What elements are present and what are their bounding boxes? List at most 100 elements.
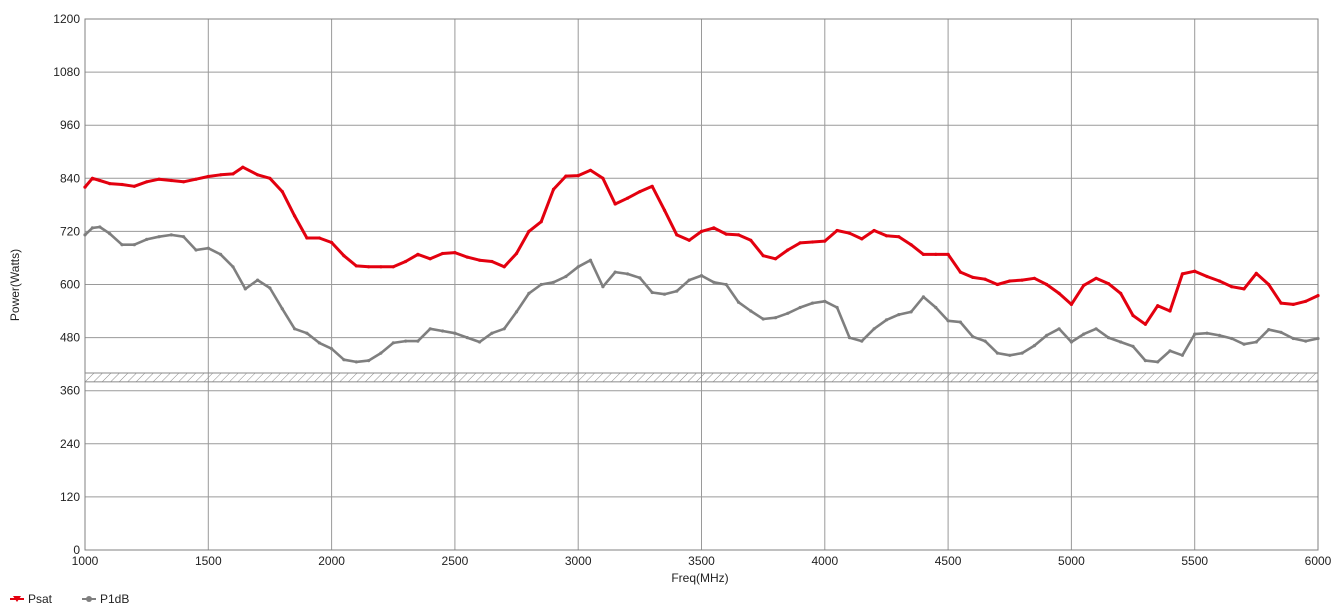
data-point: [404, 259, 408, 264]
data-point: [872, 327, 876, 331]
data-point: [625, 272, 630, 276]
x-tick-label: 5000: [1058, 554, 1085, 568]
data-point: [1045, 333, 1049, 337]
data-point: [280, 190, 284, 194]
data-point: [1156, 360, 1160, 364]
data-point: [132, 243, 136, 247]
data-point: [662, 292, 667, 296]
data-point: [354, 264, 358, 268]
data-point: [736, 300, 741, 304]
data-point: [206, 174, 210, 179]
data-point: [921, 295, 926, 299]
data-point: [564, 274, 568, 279]
data-point: [1217, 279, 1221, 283]
data-point: [1304, 299, 1308, 303]
data-point: [1193, 332, 1197, 336]
data-point: [1143, 322, 1147, 326]
data-point: [909, 243, 913, 247]
data-point: [428, 257, 432, 261]
legend-marker: [86, 596, 92, 602]
y-tick-label: 600: [60, 278, 80, 292]
data-point: [860, 237, 864, 241]
data-point: [884, 318, 889, 322]
data-point: [1020, 351, 1024, 355]
data-point: [1230, 285, 1234, 289]
x-tick-label: 3000: [565, 554, 592, 568]
data-point: [823, 239, 827, 243]
data-point: [860, 339, 864, 343]
data-point: [687, 238, 691, 242]
data-point: [219, 252, 223, 256]
y-tick-label: 120: [60, 490, 80, 504]
data-point: [268, 286, 272, 290]
data-point: [502, 265, 506, 269]
data-point: [675, 233, 679, 237]
y-tick-label: 240: [60, 437, 80, 451]
data-point: [1267, 282, 1271, 287]
data-point: [1106, 282, 1110, 286]
y-axis-label: Power(Watts): [8, 249, 22, 321]
data-point: [83, 185, 87, 189]
data-point: [576, 174, 580, 178]
x-tick-label: 2500: [442, 554, 469, 568]
data-point: [699, 229, 704, 233]
data-point: [98, 178, 102, 183]
data-point: [120, 243, 124, 247]
y-axis-ticks: 0 120 240 360 480 600 720 840 960 1080 1200: [53, 12, 80, 557]
data-point: [576, 265, 580, 269]
data-point: [712, 226, 716, 230]
y-tick-label: 840: [60, 171, 80, 185]
data-point: [194, 177, 198, 181]
data-point: [342, 358, 346, 362]
y-tick-label: 480: [60, 331, 80, 345]
data-point: [934, 252, 938, 256]
x-tick-label: 6000: [1305, 554, 1332, 568]
grid-lines: [84, 18, 1319, 551]
data-point: [367, 359, 371, 363]
x-axis-label: Freq(MHz): [671, 571, 728, 585]
data-point: [921, 252, 926, 256]
y-tick-label: 960: [60, 118, 80, 132]
data-point: [1230, 336, 1234, 341]
data-point: [379, 265, 383, 269]
data-point: [835, 228, 839, 233]
data-point: [946, 252, 950, 256]
data-point: [108, 232, 112, 236]
data-point: [958, 320, 963, 324]
data-point: [1082, 332, 1086, 336]
data-point: [490, 331, 494, 335]
data-point: [268, 176, 272, 180]
data-point: [650, 290, 654, 295]
data-point: [1020, 278, 1024, 282]
legend-marker: [13, 596, 21, 602]
series-line-psat: [83, 165, 1320, 326]
data-point: [241, 165, 245, 169]
data-point: [588, 258, 593, 262]
data-point: [773, 316, 778, 320]
data-point: [601, 176, 605, 180]
data-point: [1008, 353, 1012, 357]
data-point: [1254, 271, 1258, 275]
data-point: [1156, 304, 1160, 308]
x-tick-label: 5500: [1181, 554, 1208, 568]
data-point: [145, 180, 149, 184]
data-point: [231, 265, 235, 269]
data-point: [465, 336, 469, 340]
x-axis-ticks: 1000 1500 2000 2500 3000 3500 4000 4500 5000 5500…: [72, 554, 1332, 568]
data-point: [638, 276, 642, 280]
data-point: [1291, 302, 1295, 306]
data-point: [638, 190, 642, 194]
data-point: [946, 319, 950, 323]
data-point: [1094, 276, 1098, 280]
data-point: [330, 347, 334, 351]
data-point: [823, 299, 827, 303]
legend-label: Psat: [28, 592, 53, 606]
data-point: [1131, 313, 1135, 318]
data-point: [847, 231, 852, 235]
data-point: [761, 254, 765, 258]
x-tick-label: 1500: [195, 554, 222, 568]
data-point: [650, 184, 654, 188]
y-tick-label: 1080: [53, 65, 80, 79]
data-point: [305, 331, 309, 335]
